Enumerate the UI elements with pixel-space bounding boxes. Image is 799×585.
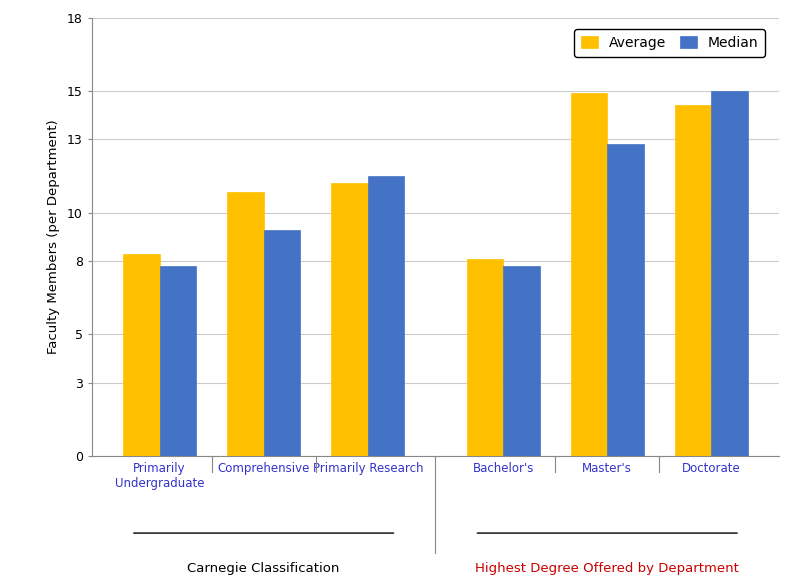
Bar	[160, 266, 196, 456]
Bar	[264, 230, 300, 456]
Bar	[332, 183, 368, 456]
Bar	[227, 192, 264, 456]
Bar	[123, 254, 160, 456]
Y-axis label: Faculty Members (per Department): Faculty Members (per Department)	[47, 119, 60, 355]
Bar	[607, 144, 644, 456]
Bar	[368, 176, 404, 456]
Bar	[570, 93, 607, 456]
Text: Carnegie Classification: Carnegie Classification	[188, 562, 340, 574]
Bar	[711, 91, 748, 456]
Text: Highest Degree Offered by Department: Highest Degree Offered by Department	[475, 562, 739, 574]
Bar	[467, 259, 503, 456]
Bar	[675, 105, 711, 456]
Legend: Average, Median: Average, Median	[574, 29, 765, 57]
Bar	[503, 266, 539, 456]
